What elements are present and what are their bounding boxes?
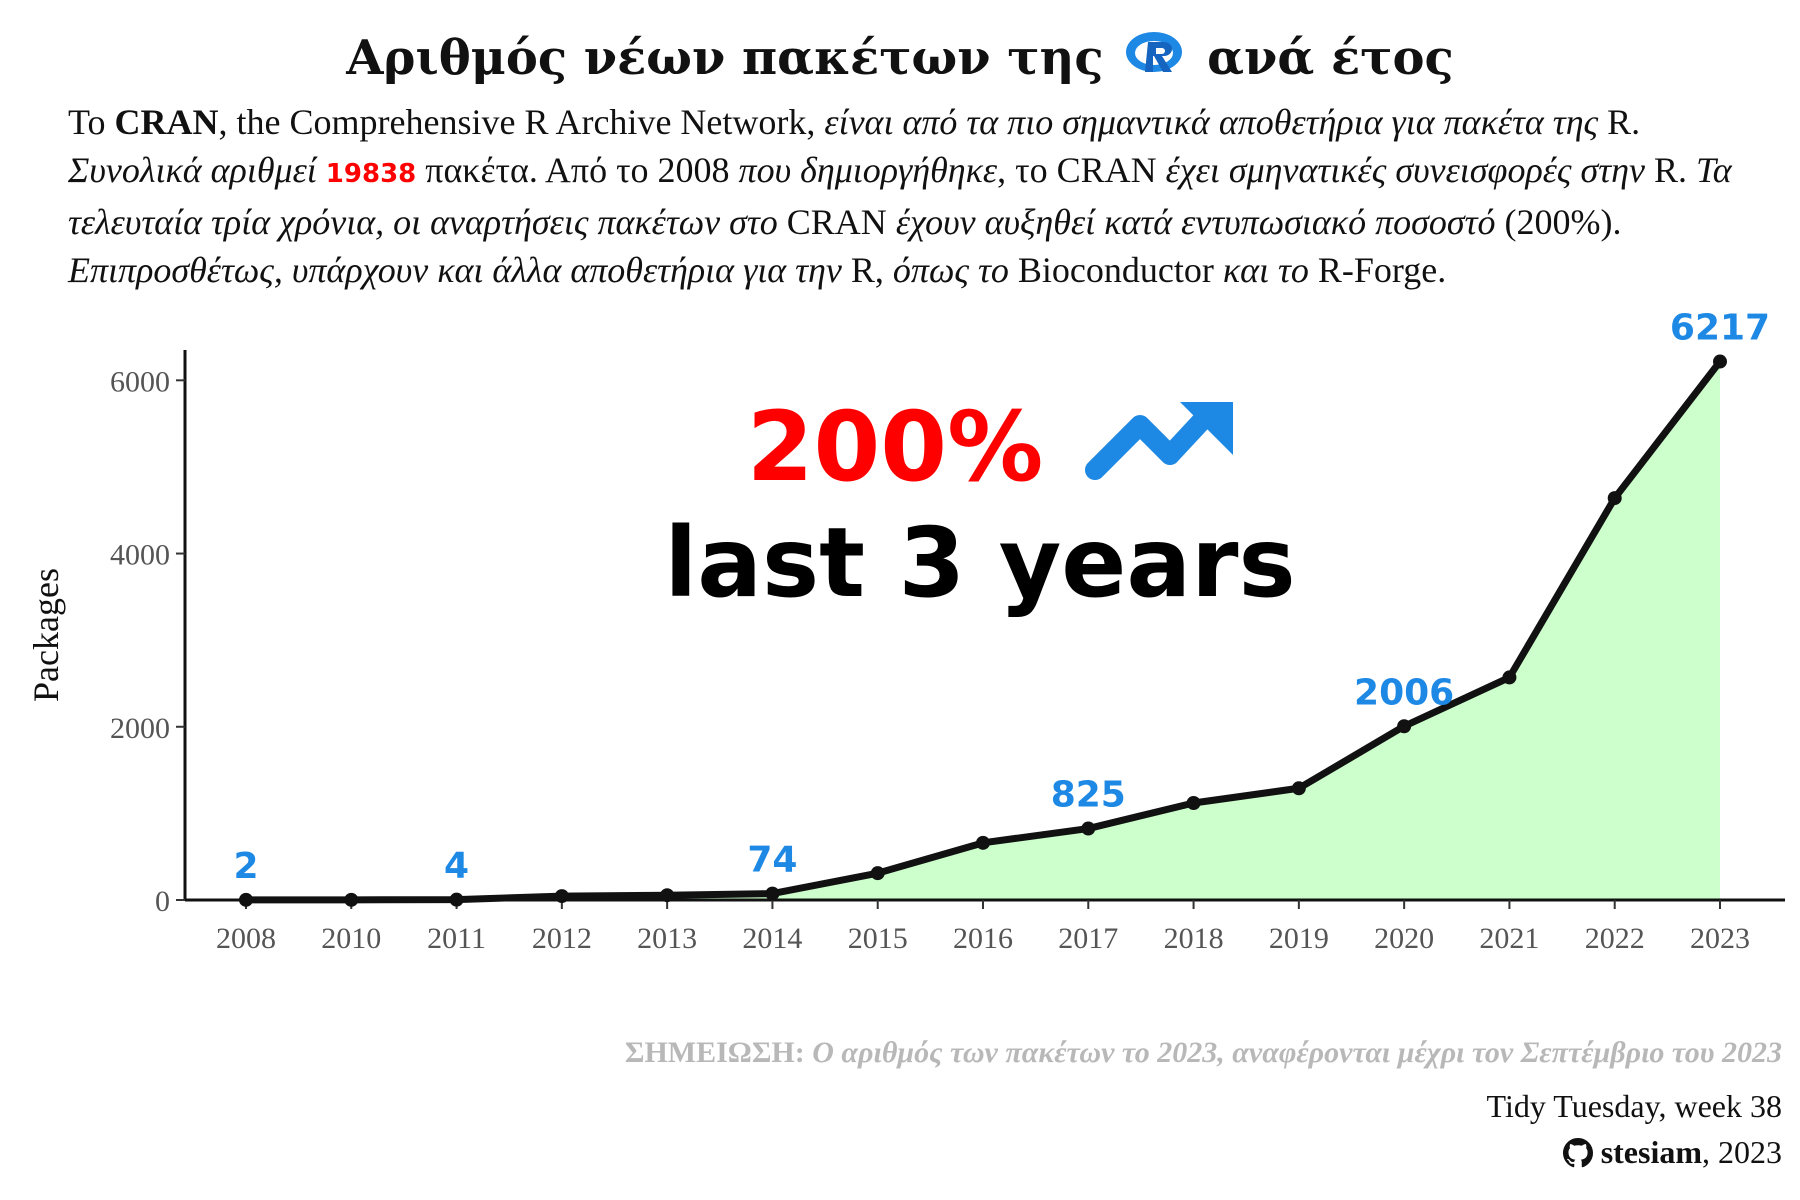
x-tick-label: 2011 xyxy=(427,922,486,955)
data-label: 2 xyxy=(233,846,258,887)
data-point xyxy=(1081,821,1096,836)
data-point xyxy=(344,892,359,907)
subtitle-text: Το xyxy=(68,102,115,142)
x-tick-label: 2015 xyxy=(848,922,908,955)
data-point xyxy=(765,886,780,901)
data-label: 2006 xyxy=(1354,672,1454,713)
chart-subtitle: Το CRAN, the Comprehensive R Archive Net… xyxy=(68,98,1748,294)
subtitle-cran-bold: CRAN xyxy=(114,102,219,142)
annotation-percent: 200% xyxy=(747,391,1044,503)
y-tick-label: 6000 xyxy=(110,365,170,398)
data-label: 6217 xyxy=(1670,308,1770,349)
footer-note: ΣΗΜΕΙΩΣΗ: Ο αριθμός των πακέτων το 2023,… xyxy=(0,1036,1782,1070)
data-label: 4 xyxy=(444,846,469,887)
area-fill xyxy=(246,361,1720,901)
x-tick-label: 2019 xyxy=(1269,922,1329,955)
x-tick-label: 2008 xyxy=(216,922,276,955)
x-tick-label: 2016 xyxy=(953,922,1013,955)
footer-credit-source: Tidy Tuesday, week 38 xyxy=(1486,1088,1782,1124)
data-point xyxy=(1713,354,1727,369)
data-point xyxy=(1291,781,1306,796)
subtitle-text: R-Forge. xyxy=(1308,250,1447,290)
footer-note-body: Ο αριθμός των πακέτων το 2023, αναφέροντ… xyxy=(804,1036,1782,1069)
x-tick-label: 2010 xyxy=(321,922,381,955)
x-tick-label: 2013 xyxy=(637,922,697,955)
data-point xyxy=(554,889,569,904)
data-label: 825 xyxy=(1051,775,1126,816)
x-tick-label: 2018 xyxy=(1164,922,1224,955)
x-tick-label: 2023 xyxy=(1690,922,1750,955)
subtitle-text-italic: όπως το xyxy=(892,250,1009,290)
subtitle-text: Bioconductor xyxy=(1008,250,1223,290)
trending-up-arrowhead xyxy=(1180,402,1233,455)
title-text-before: Αριθμός νέων πακέτων της xyxy=(346,30,1104,86)
y-tick-label: 2000 xyxy=(110,712,170,745)
r-logo-icon xyxy=(1126,32,1183,72)
x-tick-label: 2022 xyxy=(1585,922,1645,955)
subtitle-text: CRAN xyxy=(777,202,896,242)
data-point xyxy=(870,866,885,881)
subtitle-text-italic: και το xyxy=(1222,250,1309,290)
subtitle-text: , το CRAN xyxy=(997,150,1166,190)
footer-credit-year: , 2023 xyxy=(1702,1134,1782,1170)
subtitle-text: , the Comprehensive R Archive Network, xyxy=(218,102,825,142)
subtitle-text-italic: Συνολικά αριθμεί xyxy=(68,150,317,190)
subtitle-text-italic: έχει σμηνατικές συνεισφορές στην xyxy=(1165,150,1645,190)
subtitle-text: πακέτα. Από το 2008 xyxy=(416,150,739,190)
y-tick-label: 4000 xyxy=(110,539,170,572)
subtitle-text: (200%). xyxy=(1495,202,1622,242)
y-axis-label: Packages xyxy=(26,568,66,702)
x-tick-label: 2014 xyxy=(742,922,802,955)
data-label: 74 xyxy=(747,840,797,881)
y-tick-label: 0 xyxy=(155,885,170,918)
data-point xyxy=(1502,670,1517,685)
subtitle-text: R. xyxy=(1645,150,1697,190)
subtitle-text-italic: Επιπροσθέτως, υπάρχουν και άλλα αποθετήρ… xyxy=(68,250,842,290)
trending-up-icon xyxy=(1085,402,1220,480)
data-point xyxy=(1397,719,1412,734)
footer-credit-user: stesiam xyxy=(1600,1134,1702,1170)
github-icon xyxy=(1562,1138,1593,1168)
footer-note-head: ΣΗΜΕΙΩΣΗ: xyxy=(624,1036,805,1069)
subtitle-text: R, xyxy=(841,250,893,290)
data-point xyxy=(449,892,464,907)
footer-credit-author: stesiam, 2023 xyxy=(0,1134,1782,1171)
subtitle-text-italic: που δημιοργήθηκε xyxy=(738,150,998,190)
subtitle-text-italic: Τα τελευταία τρία χρόνια, οι αναρτήσεις … xyxy=(68,150,1732,242)
subtitle-text-italic: είναι από τα πιο σημαντικά αποθετήρια γι… xyxy=(824,102,1599,142)
title-text-after: ανά έτος xyxy=(1207,30,1454,86)
x-tick-label: 2021 xyxy=(1479,922,1539,955)
subtitle-total-count: 19838 xyxy=(325,159,417,189)
x-tick-label: 2012 xyxy=(532,922,592,955)
data-point xyxy=(976,835,990,850)
data-point xyxy=(1607,491,1622,506)
subtitle-text: R. xyxy=(1598,102,1641,142)
chart-title: Αριθμός νέων πακέτων της ανά έτος xyxy=(0,30,1800,86)
data-point xyxy=(660,888,675,903)
subtitle-text-italic: έχουν αυξηθεί κατά εντυπωσιακό ποσοστό xyxy=(895,202,1496,242)
x-tick-label: 2017 xyxy=(1058,922,1118,955)
data-point xyxy=(1186,795,1201,810)
x-tick-label: 2020 xyxy=(1374,922,1434,955)
annotation-subtitle: last 3 years xyxy=(664,507,1295,619)
data-point xyxy=(239,892,253,907)
